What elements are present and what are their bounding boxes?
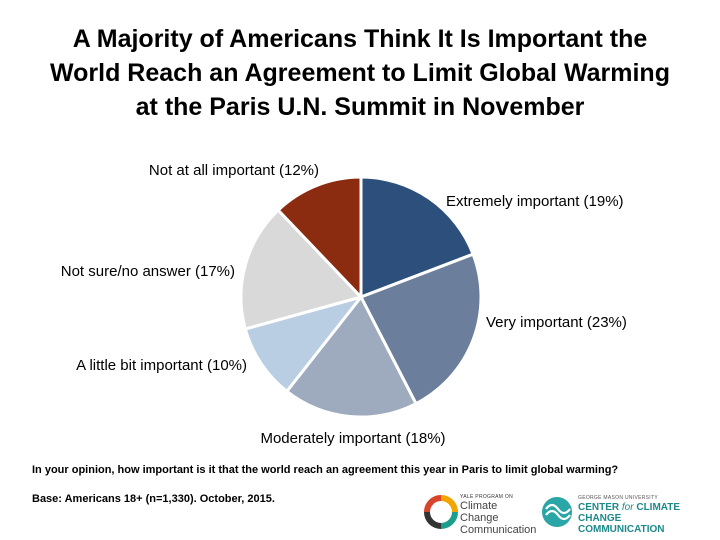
chart-title-line-3: at the Paris U.N. Summit in November (135, 93, 585, 121)
pie-slice-label-6: Not at all important (12%) (149, 162, 319, 179)
survey-base-note: Base: Americans 18+ (n=1,330). October, … (32, 493, 275, 505)
gmu-climate-logo: GEORGE MASON UNIVERSITY CENTER for CLIMA… (540, 492, 715, 535)
pie-slice-3 (285, 295, 418, 419)
survey-question: In your opinion, how important is it tha… (32, 464, 619, 476)
gmu-logo-line-1: CENTER for CLIMATE CHANGE (578, 502, 715, 524)
gmu-logo-small-text: GEORGE MASON UNIVERSITY (578, 495, 658, 501)
yale-climate-logo: YALE PROGRAM ON Climate Change Communica… (424, 492, 536, 536)
pie-slice-1 (359, 175, 475, 299)
pie-slice-label-3: Moderately important (18%) (260, 430, 445, 447)
yale-logo-icon (424, 495, 458, 529)
pie-slice-5 (239, 208, 363, 331)
gmu-logo-line-2: COMMUNICATION (578, 524, 665, 535)
chart-title-line-2: World Reach an Agreement to Limit Global… (50, 59, 670, 87)
yale-logo-line-1: Climate Change (460, 500, 499, 524)
chart-title-line-1: A Majority of Americans Think It Is Impo… (72, 25, 648, 53)
pie-slice-6 (276, 175, 363, 299)
pie-slice-label-4: A little bit important (10%) (76, 357, 247, 374)
yale-logo-small-text: YALE PROGRAM ON (460, 494, 514, 500)
pie-slice-label-2: Very important (23%) (486, 314, 627, 331)
gmu-logo-icon (542, 497, 572, 527)
pie-slice-2 (359, 252, 483, 406)
gmu-logo-line-1c: CLIMATE CHANGE (578, 502, 681, 524)
pie-slice-label-1: Extremely important (19%) (446, 193, 624, 210)
gmu-logo-line-1b: for (621, 502, 634, 513)
chart-title: A Majority of Americans Think It Is Impo… (0, 22, 720, 124)
gmu-logo-line-1a: CENTER (578, 502, 622, 513)
yale-logo-line-2: Communication (460, 524, 537, 536)
pie-slice-label-5: Not sure/no answer (17%) (61, 263, 235, 280)
